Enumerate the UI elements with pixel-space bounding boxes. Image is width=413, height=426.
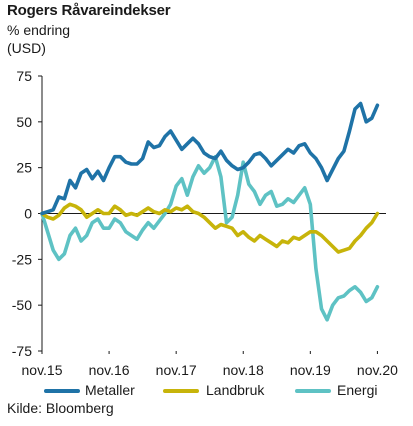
chart-plot: 75 50 25 0 -25 -50 -75 nov.15 nov.16 nov.17 nov.18…	[12, 68, 398, 378]
y-tick-label: 75	[16, 68, 32, 84]
x-tick-label: nov.19	[290, 362, 331, 378]
chart-subtitle: % endring	[7, 22, 71, 38]
y-tick-label: -50	[12, 297, 32, 313]
x-tick-label: nov.18	[223, 362, 264, 378]
x-tick-label: nov.20	[357, 362, 398, 378]
series-line-energi	[40, 154, 380, 322]
legend-label-metaller: Metaller	[85, 382, 135, 398]
x-tick-label: nov.17	[156, 362, 197, 378]
x-tick-label: nov.16	[89, 362, 130, 378]
y-tick-label: 25	[16, 160, 32, 176]
legend-label-energi: Energi	[337, 382, 378, 398]
legend-swatch-energi	[295, 389, 331, 393]
x-tick-label: nov.15	[22, 362, 63, 378]
series-line-metaller	[40, 101, 380, 216]
legend-swatch-metaller	[44, 389, 80, 393]
legend-swatch-landbruk	[163, 389, 199, 393]
y-tick-label: 50	[16, 114, 32, 130]
series-line-landbruk	[40, 202, 380, 254]
y-tick-label: -75	[12, 343, 32, 359]
source-note: Kilde: Bloomberg	[7, 400, 114, 416]
unit-label: (USD)	[7, 40, 46, 56]
y-tick-label: 0	[24, 206, 32, 222]
legend-label-landbruk: Landbruk	[206, 382, 265, 398]
chart-title: Rogers Råvareindekser	[7, 2, 171, 19]
y-tick-label: -25	[12, 251, 32, 267]
